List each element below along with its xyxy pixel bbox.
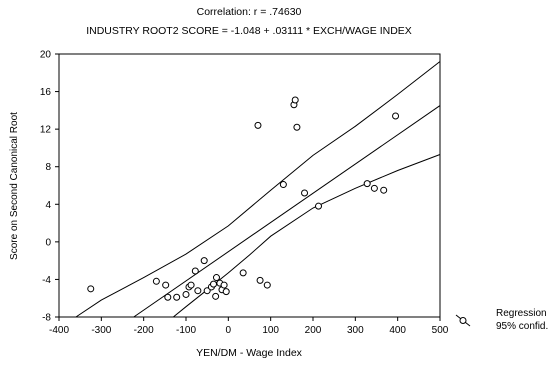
regression-line [133,105,441,318]
data-point [301,189,309,197]
data-point [212,274,220,282]
data-point [363,180,371,188]
data-point [200,257,208,265]
legend-regression-marker [455,314,471,327]
y-tick-label: -8 [42,313,51,324]
y-axis: -8 -4 0 4 8 12 16 20 [40,50,59,324]
data-point [162,281,170,289]
x-tick-label: -100 [176,325,196,336]
data-point [194,287,202,295]
data-point [187,281,195,289]
data-point [392,112,400,120]
plot-frame [58,53,441,318]
x-tick-label: 0 [226,325,232,336]
y-tick-label: 0 [45,237,51,248]
chart-title-line1: Correlation: r = .74630 [197,6,302,18]
plot-area [58,53,441,318]
data-point [279,181,287,189]
data-point [293,123,301,131]
data-point [239,269,247,277]
legend-confidence-label: 95% confid. [496,321,548,332]
data-point [152,277,160,285]
data-points [87,96,400,301]
data-point [212,292,220,300]
lower-confidence-line [172,154,441,318]
data-point [173,293,181,301]
confidence-band-lines [75,61,441,318]
data-point [210,280,218,288]
y-axis-label: Score on Second Canonical Root [9,112,20,260]
data-point [263,281,271,289]
upper-confidence-line [75,61,441,318]
chart-title-line2: INDUSTRY ROOT2 SCORE = -1.048 + .03111 *… [86,25,412,37]
legend: Regression 95% confid. [455,308,548,332]
x-tick-label: 500 [432,325,449,336]
x-tick-label: -300 [91,325,111,336]
data-point [222,288,230,296]
x-tick-label: 400 [389,325,406,336]
data-point [315,202,323,210]
data-point [380,186,388,194]
data-point [291,96,299,104]
data-point [254,121,262,129]
x-tick-label: 200 [305,325,322,336]
data-point [191,267,199,275]
legend-regression-label: Regression [496,308,547,319]
data-point [87,285,95,293]
y-tick-label: 12 [40,125,52,136]
x-tick-label: 100 [262,325,279,336]
data-point [164,293,172,301]
x-axis: -400 -300 -200 -100 0 100 200 300 400 500 [49,317,449,336]
x-axis-label: YEN/DM - Wage Index [196,347,303,359]
data-point [370,184,378,192]
data-point [256,276,264,284]
regression-line-group [133,105,441,318]
y-tick-label: 4 [45,200,51,211]
y-tick-label: 8 [45,162,51,173]
data-point [182,290,190,298]
data-point [203,287,211,295]
x-tick-label: -400 [49,325,69,336]
data-point [220,281,228,289]
y-tick-label: 20 [40,50,52,61]
y-tick-label: 16 [40,87,52,98]
x-tick-label: -200 [134,325,154,336]
y-tick-label: -4 [42,275,51,286]
x-tick-label: 300 [347,325,364,336]
